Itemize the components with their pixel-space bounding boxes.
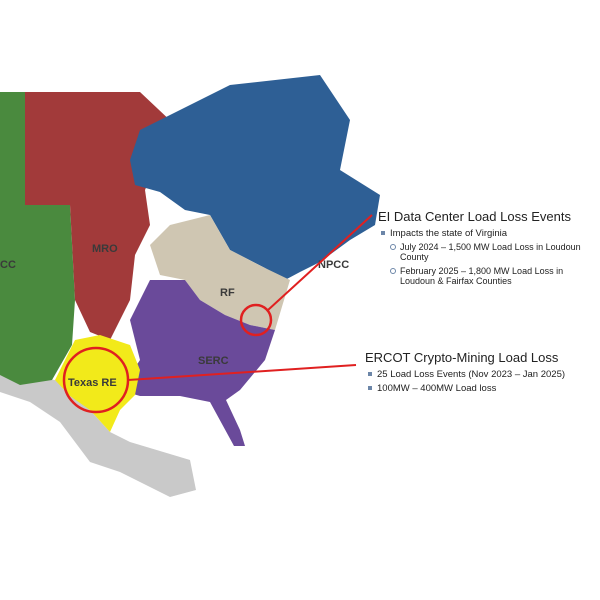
bullet: 25 Load Loss Events (Nov 2023 – Jan 2025… [365,369,595,380]
mexico [0,375,196,497]
pointer-line [127,364,357,381]
callout: ERCOT Crypto-Mining Load Loss 25 Load Lo… [365,350,595,397]
bullet: 100MW – 400MW Load loss [365,383,595,394]
region-npcc [130,75,380,280]
region-serc [120,280,275,446]
region-rf [150,215,290,330]
callout-title: EI Data Center Load Loss Events [378,209,571,224]
region-wecc [0,92,75,385]
highlight-circle [239,303,273,337]
region-label: RF [220,287,235,299]
bullet: Impacts the state of Virginia [378,228,600,239]
region-label: CC [0,259,16,271]
region-label: MRO [92,243,118,255]
region-label: Texas RE [68,377,117,389]
sub-bullet: July 2024 – 1,500 MW Load Loss in Loudou… [378,242,600,262]
region-label: SERC [198,355,229,367]
callout: EI Data Center Load Loss Events Impacts … [378,209,600,290]
sub-bullet: February 2025 – 1,800 MW Load Loss in Lo… [378,266,600,286]
callout-title: ERCOT Crypto-Mining Load Loss [365,350,559,365]
pointer-line [267,214,373,311]
region-label: NPCC [318,259,349,271]
